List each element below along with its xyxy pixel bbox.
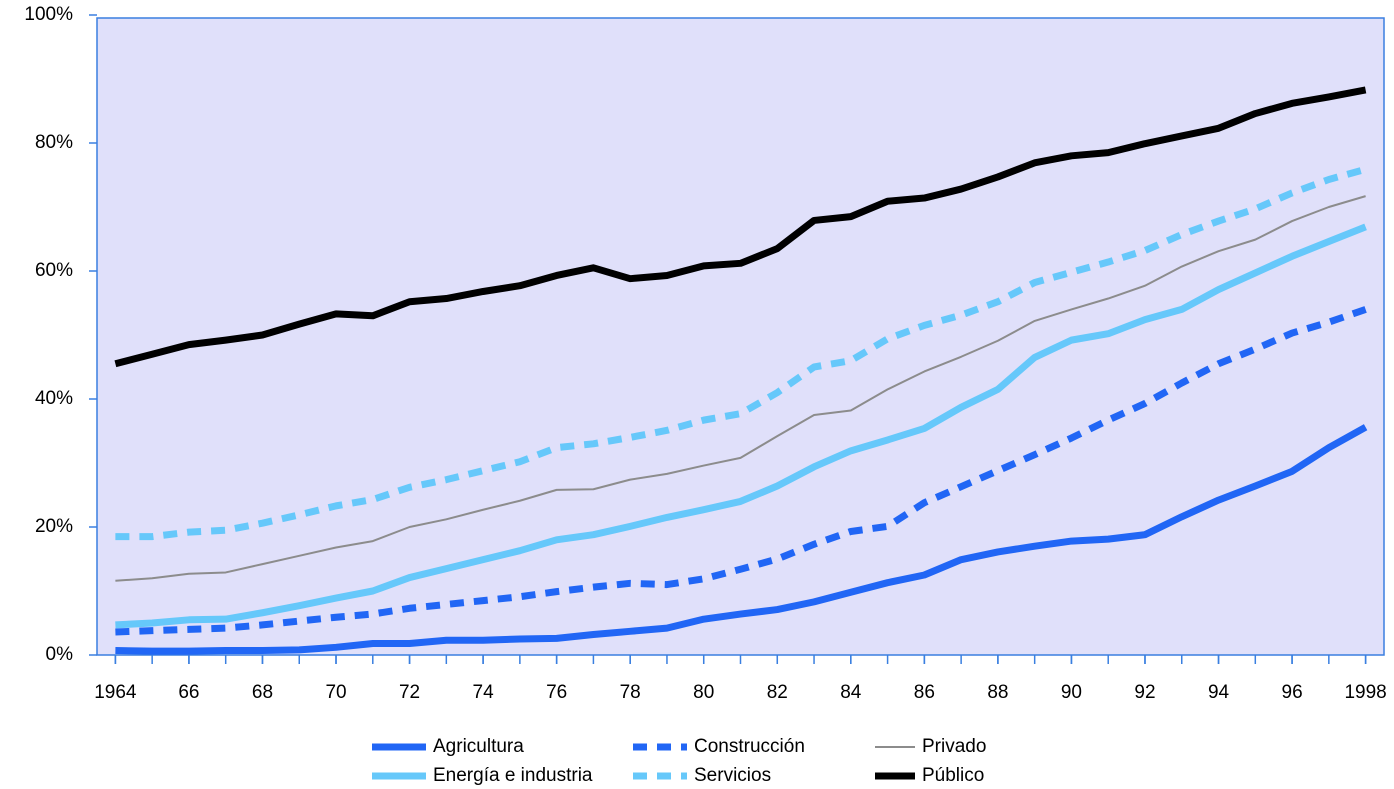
y-tick-label: 100%	[24, 4, 73, 25]
x-tick-label: 88	[987, 682, 1008, 703]
y-tick-label: 40%	[35, 388, 73, 409]
y-tick-label: 20%	[35, 516, 73, 537]
legend-label: Construcción	[694, 736, 805, 757]
x-tick-label: 1998	[1344, 682, 1386, 703]
x-tick-label: 76	[546, 682, 567, 703]
x-tick-label: 78	[620, 682, 641, 703]
legend-label: Servicios	[694, 765, 771, 786]
plot-area	[96, 17, 1385, 656]
series-line	[114, 86, 1367, 368]
series-line	[115, 223, 1367, 629]
legend-label: Privado	[922, 736, 986, 757]
series-line	[115, 195, 1366, 582]
x-tick-label: 66	[178, 682, 199, 703]
x-tick-label: 96	[1282, 682, 1303, 703]
x-tick-label: 74	[473, 682, 495, 703]
x-tick-label: 72	[399, 682, 420, 703]
x-tick-label: 68	[252, 682, 273, 703]
x-tick-label: 80	[693, 682, 714, 703]
x-tick-label: 1964	[94, 682, 137, 703]
x-tick-label: 92	[1134, 682, 1155, 703]
y-tick-label: 80%	[35, 132, 73, 153]
legend-label: Agricultura	[433, 736, 524, 757]
series-line	[115, 165, 1367, 541]
x-tick-label: 90	[1061, 682, 1082, 703]
legend-label: Público	[922, 765, 984, 786]
x-tick-label: 82	[767, 682, 788, 703]
y-tick-label: 60%	[35, 260, 73, 281]
x-tick-label: 86	[914, 682, 935, 703]
legend-label: Energía e industria	[433, 765, 593, 786]
series-line	[115, 424, 1368, 655]
x-tick-label: 70	[325, 682, 346, 703]
x-tick-label: 94	[1208, 682, 1230, 703]
y-tick-label: 0%	[46, 644, 74, 665]
series-line	[115, 306, 1367, 636]
x-tick-label: 84	[840, 682, 862, 703]
